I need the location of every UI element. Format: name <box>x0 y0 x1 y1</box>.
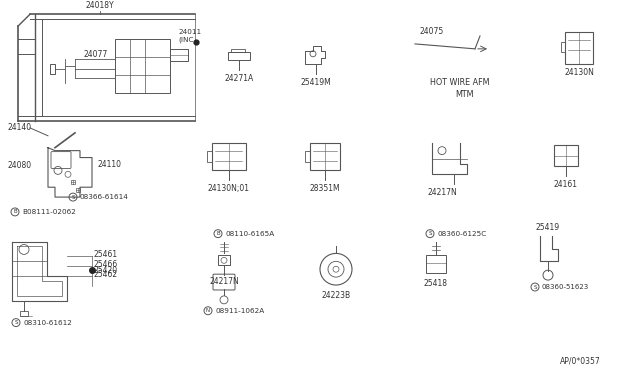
Text: MTM: MTM <box>455 90 474 99</box>
Text: 08310-61612: 08310-61612 <box>23 320 72 326</box>
Text: 08366-61614: 08366-61614 <box>80 194 129 200</box>
Text: 24140: 24140 <box>8 124 32 132</box>
Bar <box>115 39 170 93</box>
Text: 24161: 24161 <box>554 180 578 189</box>
Bar <box>212 143 246 170</box>
Bar <box>565 32 593 64</box>
Text: 24130N;01: 24130N;01 <box>208 184 250 193</box>
Bar <box>170 49 188 61</box>
Text: 25420: 25420 <box>94 266 118 275</box>
Text: 08360-6125C: 08360-6125C <box>437 231 486 237</box>
Text: S: S <box>533 285 537 289</box>
Bar <box>228 52 250 60</box>
Bar <box>218 256 230 265</box>
Text: 24075: 24075 <box>420 27 444 36</box>
Text: 24110: 24110 <box>97 160 121 169</box>
Text: 24080: 24080 <box>8 161 32 170</box>
Text: 25419M: 25419M <box>301 77 332 87</box>
Text: (INC.: (INC. <box>178 37 196 44</box>
Text: 24011: 24011 <box>178 29 201 35</box>
Text: 24217N: 24217N <box>427 188 457 197</box>
Text: 28351M: 28351M <box>310 184 340 193</box>
Text: B08111-02062: B08111-02062 <box>22 209 76 215</box>
Text: S: S <box>71 195 75 200</box>
Text: 24018Y: 24018Y <box>86 1 115 10</box>
Text: HOT WIRE AFM: HOT WIRE AFM <box>430 78 490 87</box>
Bar <box>554 145 578 166</box>
Bar <box>231 49 245 52</box>
Text: AP/0*0357: AP/0*0357 <box>560 356 601 365</box>
Bar <box>305 151 310 163</box>
Text: B: B <box>216 231 220 236</box>
Bar <box>310 143 340 170</box>
Bar <box>561 42 565 52</box>
Bar <box>20 311 28 316</box>
Text: 25418: 25418 <box>424 279 448 288</box>
Bar <box>50 64 55 74</box>
Text: 08110-6165A: 08110-6165A <box>225 231 275 237</box>
Text: 24217N: 24217N <box>210 277 240 286</box>
Text: 24223B: 24223B <box>321 291 351 300</box>
Text: 08360-51623: 08360-51623 <box>542 284 589 290</box>
Text: 24130N: 24130N <box>564 68 594 77</box>
Text: 08911-1062A: 08911-1062A <box>215 308 264 314</box>
Text: N: N <box>206 308 210 313</box>
Text: 25419: 25419 <box>535 223 559 232</box>
Text: B: B <box>13 209 17 214</box>
Bar <box>426 256 446 273</box>
Text: 25461: 25461 <box>94 250 118 259</box>
Text: 25466: 25466 <box>94 260 118 269</box>
Text: S: S <box>428 231 432 236</box>
Text: S: S <box>14 320 18 325</box>
Bar <box>207 151 212 163</box>
Text: 24271A: 24271A <box>225 74 253 83</box>
Text: 24077: 24077 <box>83 50 108 59</box>
Text: 25462: 25462 <box>94 270 118 279</box>
